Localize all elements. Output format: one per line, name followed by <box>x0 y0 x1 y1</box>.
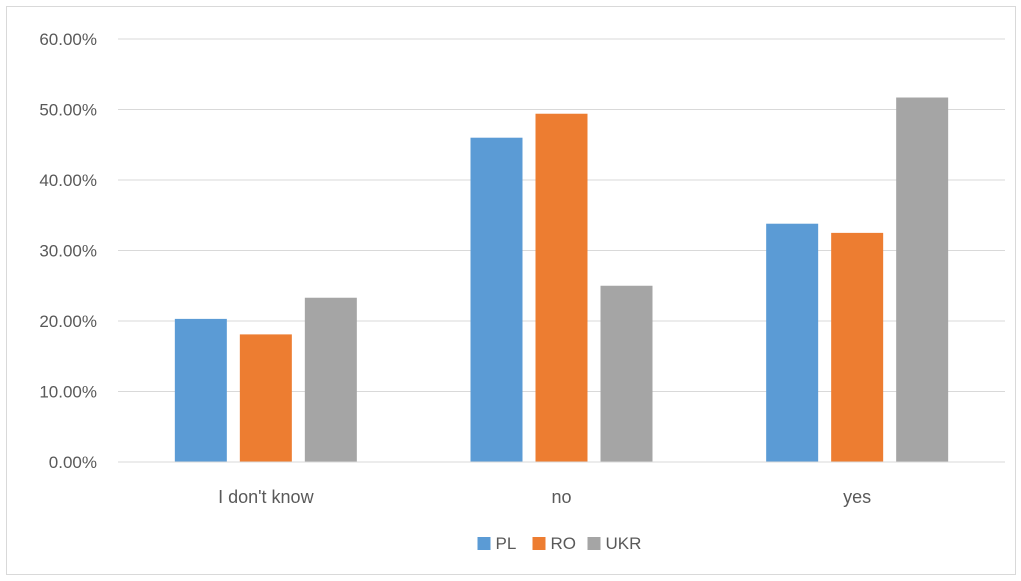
y-axis-ticks: 0.00% 10.00% 20.00% 30.00% 40.00% 50.00% 60.00… <box>39 30 97 472</box>
bar-ukr-1 <box>600 285 653 462</box>
legend-swatch-ukr <box>587 537 601 550</box>
bar-ukr-2 <box>896 97 949 462</box>
x-tick-label: no <box>551 487 571 507</box>
bar-ro-2 <box>831 232 884 462</box>
bars <box>174 97 949 462</box>
bar-ro-1 <box>535 113 588 462</box>
x-tick-label: I don't know <box>218 487 314 507</box>
legend-label-ro: RO <box>551 534 577 553</box>
bar-ro-0 <box>239 334 292 462</box>
y-tick-label: 10.00% <box>39 383 97 402</box>
bar-pl-2 <box>766 223 819 462</box>
legend-swatch-ro <box>532 537 546 550</box>
y-tick-label: 40.00% <box>39 171 97 190</box>
bar-ukr-0 <box>304 297 357 462</box>
y-tick-label: 50.00% <box>39 101 97 120</box>
y-tick-label: 30.00% <box>39 242 97 261</box>
legend-swatch-pl <box>477 537 491 550</box>
bar-pl-1 <box>470 137 523 462</box>
bar-pl-0 <box>174 318 227 462</box>
y-tick-label: 60.00% <box>39 30 97 49</box>
y-tick-label: 0.00% <box>49 453 97 472</box>
y-tick-label: 20.00% <box>39 312 97 331</box>
x-tick-label: yes <box>843 487 871 507</box>
legend: PL RO UKR <box>477 534 642 553</box>
legend-label-pl: PL <box>496 534 517 553</box>
x-axis-ticks: I don't know no yes <box>218 487 871 507</box>
legend-label-ukr: UKR <box>606 534 642 553</box>
